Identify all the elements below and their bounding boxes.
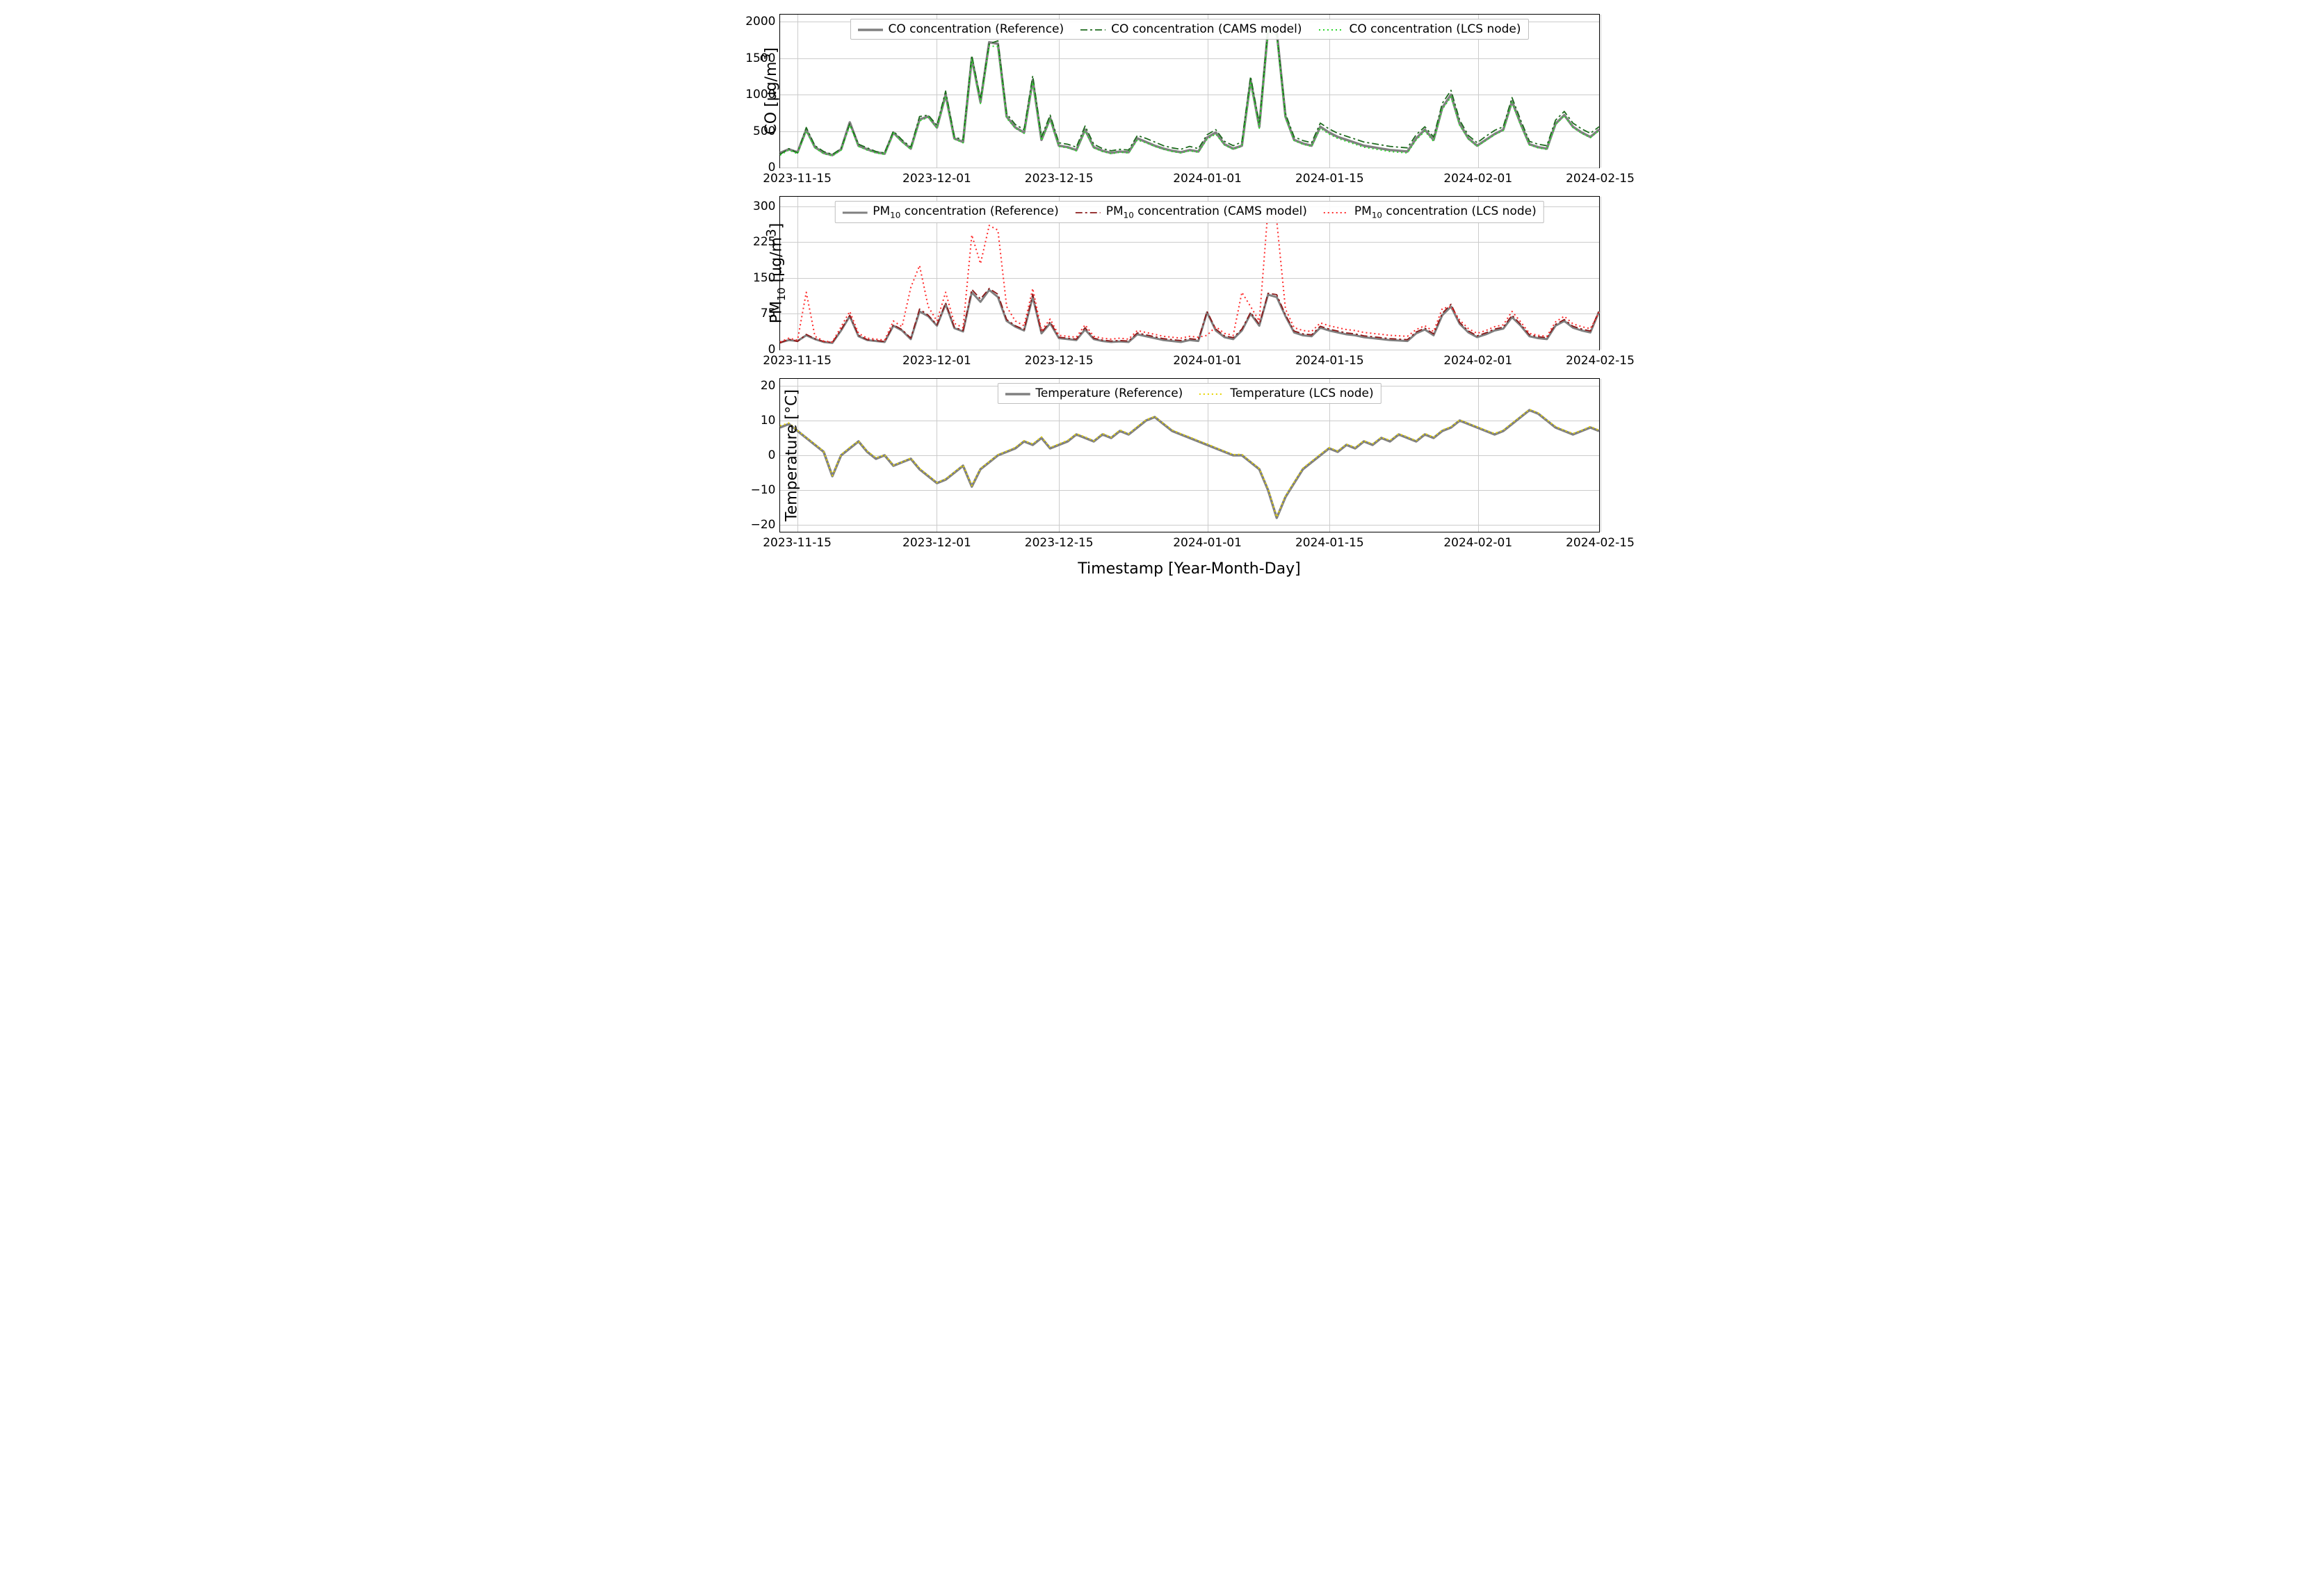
legend-label: PM10 concentration (LCS node) [1354,204,1537,220]
ytick-label: −10 [751,483,780,497]
legend-item: PM10 concentration (Reference) [842,204,1058,220]
xtick-label: 2024-02-15 [1566,350,1635,368]
legend-label: PM10 concentration (Reference) [873,204,1058,220]
xtick-label: 2024-01-15 [1295,168,1364,186]
legend-item: PM10 concentration (CAMS model) [1076,204,1307,220]
legend-item: CO concentration (Reference) [857,22,1064,36]
ytick-label: 20 [761,379,780,393]
legend-item: CO concentration (CAMS model) [1080,22,1302,36]
xtick-label: 2023-12-15 [1025,350,1094,368]
legend: PM10 concentration (Reference) PM10 conce… [834,201,1544,223]
series-line [780,290,1599,343]
xtick-label: 2023-11-15 [763,350,832,368]
xtick-label: 2023-12-01 [902,532,971,550]
legend-swatch [1076,207,1101,217]
xtick-label: 2024-02-01 [1443,168,1512,186]
series-line [780,28,1599,154]
legend-label: CO concentration (LCS node) [1350,22,1521,36]
legend-label: PM10 concentration (CAMS model) [1106,204,1307,220]
ytick-label: 2000 [745,15,779,28]
xtick-label: 2023-12-15 [1025,532,1094,550]
xtick-label: 2024-02-15 [1566,532,1635,550]
xtick-label: 2024-02-01 [1443,532,1512,550]
xtick-label: 2023-11-15 [763,168,832,186]
series-line [780,29,1599,155]
legend-item: PM10 concentration (LCS node) [1324,204,1537,220]
legend-swatch [1319,24,1344,34]
legend-label: Temperature (LCS node) [1230,386,1373,400]
xlabel: Timestamp [Year-Month-Day] [779,560,1600,578]
legend-label: CO concentration (CAMS model) [1111,22,1302,36]
xtick-label: 2023-12-15 [1025,168,1094,186]
ylabel: PM10 [µg/m3] [764,223,788,324]
figure: 05001000150020002023-11-152023-12-012023… [710,14,1600,578]
xtick-label: 2024-02-15 [1566,168,1635,186]
xtick-label: 2024-01-15 [1295,532,1364,550]
legend: Temperature (Reference) Temperature (LCS … [997,383,1381,404]
panel-co: 05001000150020002023-11-152023-12-012023… [779,14,1600,168]
ylabel: Temperature [°C] [783,389,800,521]
xtick-label: 2024-01-01 [1173,168,1242,186]
xtick-label: 2024-01-01 [1173,532,1242,550]
legend-swatch [1324,207,1349,217]
legend-swatch [1080,24,1105,34]
panel-temp: −20−10010202023-11-152023-12-012023-12-1… [779,378,1600,532]
legend-item: CO concentration (LCS node) [1319,22,1521,36]
legend-label: CO concentration (Reference) [888,22,1064,36]
series-line [780,288,1599,343]
legend-label: Temperature (Reference) [1035,386,1183,400]
panel-pm10: 0751502253002023-11-152023-12-012023-12-… [779,196,1600,350]
legend: CO concentration (Reference) CO concentra… [850,19,1528,40]
legend-swatch [842,207,867,217]
xtick-label: 2024-02-01 [1443,350,1512,368]
xtick-label: 2023-12-01 [902,168,971,186]
legend-swatch [1199,389,1224,398]
xtick-label: 2023-12-01 [902,350,971,368]
legend-item: Temperature (Reference) [1005,386,1183,400]
ytick-label: 10 [761,414,780,427]
series-line [780,410,1599,518]
xtick-label: 2024-01-15 [1295,350,1364,368]
series-line [780,32,1599,156]
ylabel: CO [µg/m3] [759,47,779,134]
series-line [780,409,1599,517]
legend-swatch [1005,389,1030,398]
ytick-label: 300 [753,200,779,213]
ytick-label: 0 [768,448,780,462]
xtick-label: 2023-11-15 [763,532,832,550]
series-line [780,209,1599,342]
legend-swatch [857,24,882,34]
ytick-label: −20 [751,518,780,532]
legend-item: Temperature (LCS node) [1199,386,1373,400]
xtick-label: 2024-01-01 [1173,350,1242,368]
